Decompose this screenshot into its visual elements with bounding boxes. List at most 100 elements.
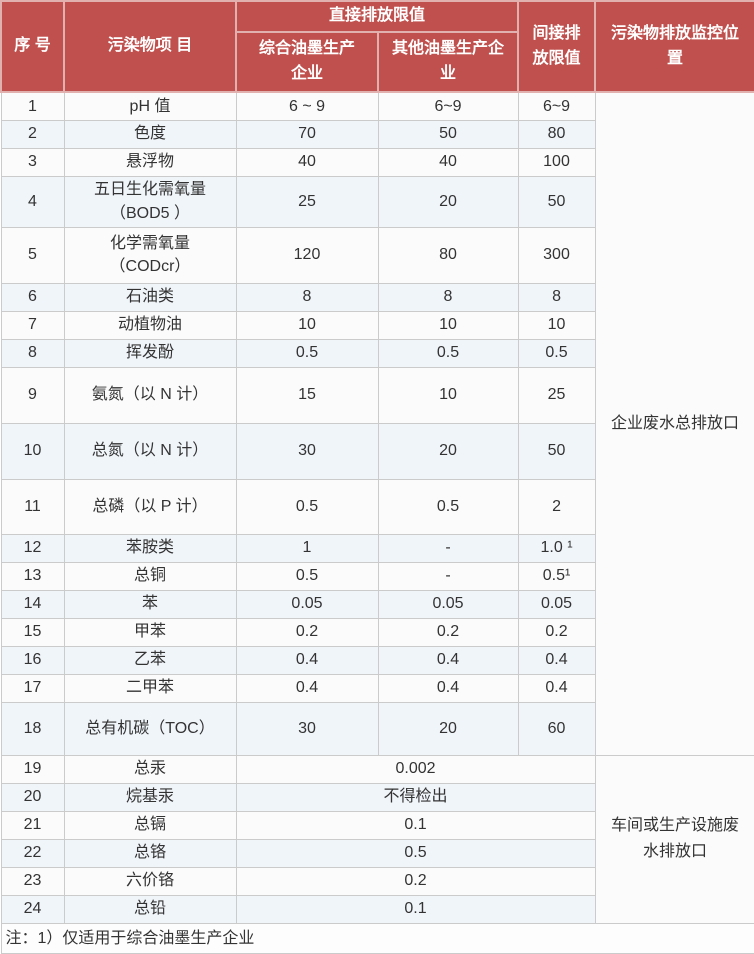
table-row: 22 总铬 0.5 bbox=[0, 838, 754, 868]
table-header: 序 号 污染物项 目 直接排放限值 间接排 放限值 污染物排放监控位 置 综合油… bbox=[0, 0, 754, 93]
row-serial-number: 1 bbox=[0, 91, 65, 121]
row-serial-number: 3 bbox=[0, 147, 65, 177]
row-direct-comprehensive-value: 8 bbox=[235, 282, 379, 312]
row-merged-limit-value: 0.002 bbox=[235, 754, 596, 784]
row-indirect-value: 0.5¹ bbox=[517, 561, 596, 591]
table-row: 20 烷基汞 不得检出 bbox=[0, 782, 754, 812]
footnote-row: 注：1）仅适用于综合油墨生产企业 bbox=[0, 922, 754, 954]
row-serial-number: 16 bbox=[0, 645, 65, 675]
row-direct-other-value: 10 bbox=[377, 366, 519, 424]
row-direct-other-value: - bbox=[377, 561, 519, 591]
row-pollutant-name: 二甲苯 bbox=[63, 673, 237, 703]
monitoring-location-workshop-outlet: 车间或生产设施废 水排放口 bbox=[594, 754, 754, 924]
row-indirect-value: 0.4 bbox=[517, 673, 596, 703]
row-direct-other-value: 20 bbox=[377, 422, 519, 480]
row-merged-limit-value: 0.1 bbox=[235, 894, 596, 924]
header-other-ink-enterprise: 其他油墨生产企 业 bbox=[376, 31, 520, 93]
table-row: 16 乙苯 0.4 0.4 0.4 bbox=[0, 645, 754, 675]
row-serial-number: 9 bbox=[0, 366, 65, 424]
row-serial-number: 19 bbox=[0, 754, 65, 784]
row-indirect-value: 25 bbox=[517, 366, 596, 424]
row-direct-comprehensive-value: 25 bbox=[235, 175, 379, 228]
row-indirect-value: 50 bbox=[517, 175, 596, 228]
row-direct-other-value: 10 bbox=[377, 310, 519, 340]
row-pollutant-name: 五日生化需氧量 （BOD5 ） bbox=[63, 175, 237, 228]
row-indirect-value: 0.2 bbox=[517, 617, 596, 647]
row-serial-number: 11 bbox=[0, 478, 65, 535]
row-direct-other-value: 6~9 bbox=[377, 91, 519, 121]
row-direct-other-value: 0.4 bbox=[377, 645, 519, 675]
row-direct-comprehensive-value: 0.4 bbox=[235, 645, 379, 675]
table-row: 15 甲苯 0.2 0.2 0.2 bbox=[0, 617, 754, 647]
row-pollutant-name: 总镉 bbox=[63, 810, 237, 840]
table-row: 17 二甲苯 0.4 0.4 0.4 bbox=[0, 673, 754, 703]
row-indirect-value: 80 bbox=[517, 119, 596, 149]
row-merged-limit-value: 0.1 bbox=[235, 810, 596, 840]
table-footer: 注：1）仅适用于综合油墨生产企业 bbox=[0, 922, 754, 954]
table-row: 24 总铅 0.1 bbox=[0, 894, 754, 924]
row-indirect-value: 10 bbox=[517, 310, 596, 340]
row-serial-number: 2 bbox=[0, 119, 65, 149]
row-direct-other-value: 0.4 bbox=[377, 673, 519, 703]
row-pollutant-name: 化学需氧量 （CODcr） bbox=[63, 226, 237, 284]
row-pollutant-name: 总有机碳（TOC） bbox=[63, 701, 237, 756]
row-indirect-value: 2 bbox=[517, 478, 596, 535]
row-pollutant-name: 石油类 bbox=[63, 282, 237, 312]
row-direct-comprehensive-value: 15 bbox=[235, 366, 379, 424]
row-serial-number: 4 bbox=[0, 175, 65, 228]
row-serial-number: 7 bbox=[0, 310, 65, 340]
monitoring-location-total-outlet: 企业废水总排放口 bbox=[594, 91, 754, 756]
row-pollutant-name: 动植物油 bbox=[63, 310, 237, 340]
row-pollutant-name: 六价铬 bbox=[63, 866, 237, 896]
table-row: 4 五日生化需氧量 （BOD5 ） 25 20 50 bbox=[0, 175, 754, 228]
row-serial-number: 6 bbox=[0, 282, 65, 312]
row-direct-comprehensive-value: 0.4 bbox=[235, 673, 379, 703]
table-row: 9 氨氮（以 N 计） 15 10 25 bbox=[0, 366, 754, 424]
table-row: 10 总氮（以 N 计） 30 20 50 bbox=[0, 422, 754, 480]
header-row-top: 序 号 污染物项 目 直接排放限值 间接排 放限值 污染物排放监控位 置 bbox=[0, 0, 754, 93]
row-indirect-value: 300 bbox=[517, 226, 596, 284]
row-serial-number: 12 bbox=[0, 533, 65, 563]
row-merged-limit-value: 0.2 bbox=[235, 866, 596, 896]
header-indirect-limit: 间接排 放限值 bbox=[517, 0, 597, 93]
table-row: 7 动植物油 10 10 10 bbox=[0, 310, 754, 340]
row-pollutant-name: 总铅 bbox=[63, 894, 237, 924]
row-pollutant-name: 乙苯 bbox=[63, 645, 237, 675]
row-pollutant-name: 氨氮（以 N 计） bbox=[63, 366, 237, 424]
header-monitoring-location: 污染物排放监控位 置 bbox=[594, 0, 754, 93]
row-serial-number: 10 bbox=[0, 422, 65, 480]
row-merged-limit-value: 0.5 bbox=[235, 838, 596, 868]
row-direct-other-value: 0.5 bbox=[377, 338, 519, 368]
row-indirect-value: 6~9 bbox=[517, 91, 596, 121]
table-row: 21 总镉 0.1 bbox=[0, 810, 754, 840]
row-direct-comprehensive-value: 30 bbox=[235, 422, 379, 480]
row-direct-other-value: 20 bbox=[377, 701, 519, 756]
row-direct-other-value: 8 bbox=[377, 282, 519, 312]
row-pollutant-name: 色度 bbox=[63, 119, 237, 149]
row-serial-number: 17 bbox=[0, 673, 65, 703]
row-serial-number: 18 bbox=[0, 701, 65, 756]
row-direct-comprehensive-value: 0.5 bbox=[235, 561, 379, 591]
row-pollutant-name: pH 值 bbox=[63, 91, 237, 121]
row-indirect-value: 50 bbox=[517, 422, 596, 480]
row-indirect-value: 100 bbox=[517, 147, 596, 177]
row-pollutant-name: 甲苯 bbox=[63, 617, 237, 647]
row-direct-other-value: 0.2 bbox=[377, 617, 519, 647]
table-row: 23 六价铬 0.2 bbox=[0, 866, 754, 896]
row-indirect-value: 60 bbox=[517, 701, 596, 756]
row-direct-comprehensive-value: 0.5 bbox=[235, 478, 379, 535]
table-row: 2 色度 70 50 80 bbox=[0, 119, 754, 149]
row-indirect-value: 8 bbox=[517, 282, 596, 312]
row-serial-number: 14 bbox=[0, 589, 65, 619]
row-direct-comprehensive-value: 6 ~ 9 bbox=[235, 91, 379, 121]
row-pollutant-name: 总氮（以 N 计） bbox=[63, 422, 237, 480]
header-row-sub: 综合油墨生产 企业 其他油墨生产企 业 bbox=[1, 31, 754, 93]
header-pollutant-item: 污染物项 目 bbox=[63, 0, 237, 93]
row-direct-other-value: 0.5 bbox=[377, 478, 519, 535]
row-serial-number: 24 bbox=[0, 894, 65, 924]
row-direct-comprehensive-value: 10 bbox=[235, 310, 379, 340]
row-serial-number: 15 bbox=[0, 617, 65, 647]
